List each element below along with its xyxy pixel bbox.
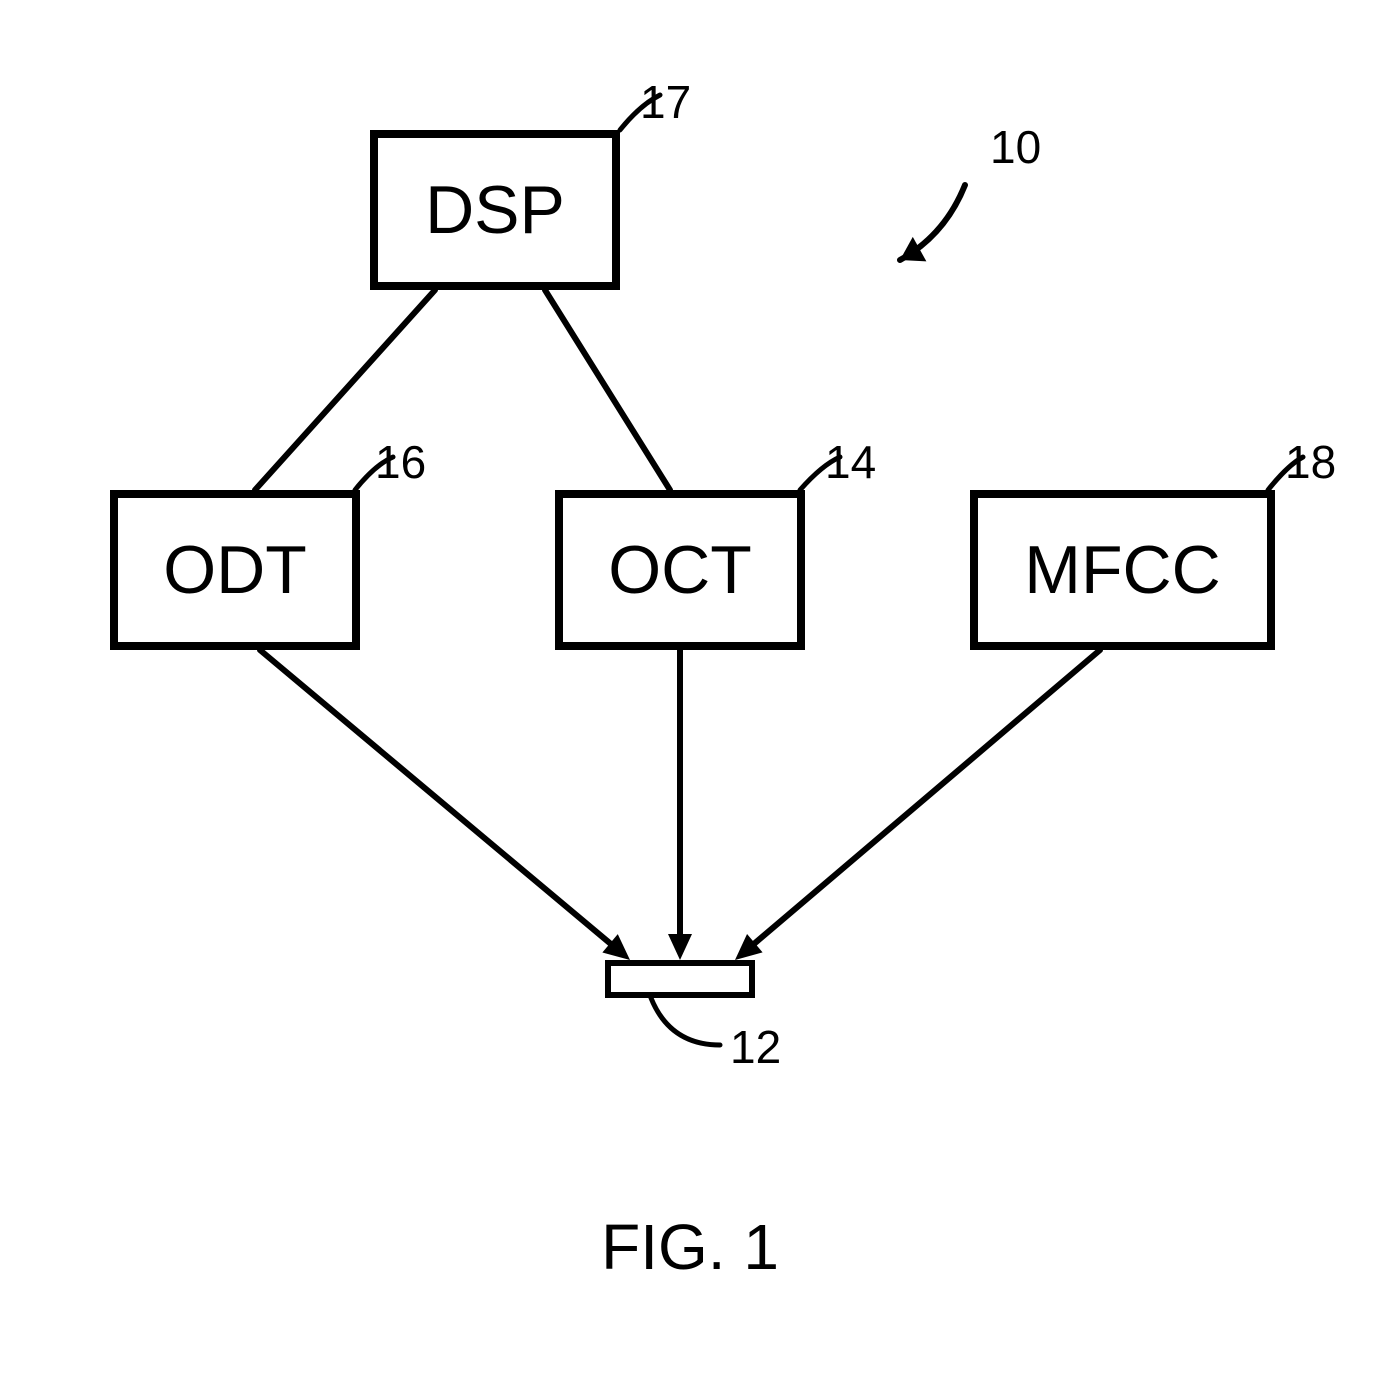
node-sink [605,960,755,998]
ref-label-16: 16 [375,435,426,489]
ref-label-17: 17 [640,75,691,129]
ref-label-18: 18 [1285,435,1336,489]
ref-label-10: 10 [990,120,1041,174]
node-dsp-label: DSP [425,171,565,249]
node-oct-label: OCT [608,531,752,609]
edges-overlay [0,0,1389,1385]
ref-label-12: 12 [730,1020,781,1074]
node-mfcc-label: MFCC [1024,531,1220,609]
node-odt-label: ODT [163,531,307,609]
node-dsp: DSP [370,130,620,290]
ref-label-14: 14 [825,435,876,489]
node-mfcc: MFCC [970,490,1275,650]
figure-caption: FIG. 1 [540,1210,840,1284]
figure-canvas: DSP ODT OCT MFCC 17 16 14 18 12 10 FIG. … [0,0,1389,1385]
node-oct: OCT [555,490,805,650]
node-odt: ODT [110,490,360,650]
